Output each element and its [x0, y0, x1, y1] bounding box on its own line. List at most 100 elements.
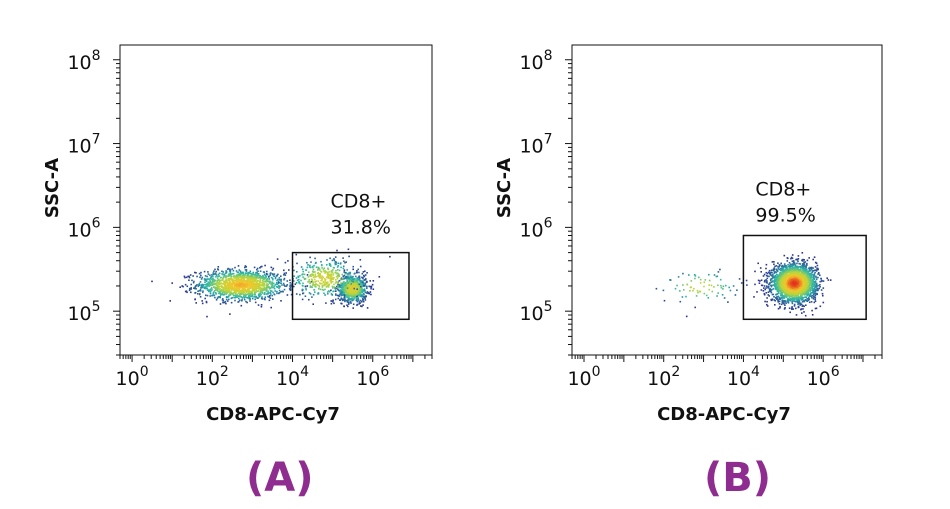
scatter-point: [365, 299, 367, 301]
scatter-point: [309, 292, 311, 294]
scatter-point: [283, 274, 285, 276]
scatter-point: [320, 271, 322, 273]
scatter-point: [803, 311, 805, 313]
scatter-point: [804, 274, 806, 276]
scatter-point: [253, 281, 255, 283]
scatter-point: [314, 275, 316, 277]
scatter-point: [332, 287, 334, 289]
scatter-point: [811, 267, 813, 269]
scatter-point: [210, 284, 212, 286]
scatter-point: [250, 279, 252, 281]
scatter-point: [354, 278, 356, 280]
scatter-point: [253, 283, 255, 285]
scatter-point: [363, 285, 365, 287]
scatter-point: [334, 272, 336, 274]
scatter-point: [330, 300, 332, 302]
scatter-point: [251, 293, 253, 295]
scatter-point: [340, 267, 342, 269]
scatter-point: [350, 282, 352, 284]
scatter-point: [785, 281, 787, 283]
scatter-point: [275, 284, 277, 286]
scatter-point: [266, 288, 268, 290]
scatter-point: [306, 262, 308, 264]
scatter-point: [389, 256, 391, 258]
scatter-point: [257, 268, 259, 270]
scatter-point: [345, 291, 347, 293]
scatter-point: [276, 282, 278, 284]
scatter-point: [815, 300, 817, 302]
scatter-point: [296, 263, 298, 265]
scatter-point: [315, 274, 317, 276]
scatter-point: [192, 275, 194, 277]
scatter-point: [310, 285, 312, 287]
scatter-point: [210, 276, 212, 278]
scatter-point: [312, 281, 314, 283]
scatter-point: [247, 277, 249, 279]
scatter-point: [817, 265, 819, 267]
scatter-point: [241, 272, 243, 274]
scatter-point: [305, 278, 307, 280]
scatter-point: [342, 292, 344, 294]
scatter-point: [279, 285, 281, 287]
scatter-point: [346, 296, 348, 298]
scatter-point: [796, 266, 798, 268]
scatter-point: [231, 289, 233, 291]
scatter-point: [813, 270, 815, 272]
scatter-point: [268, 276, 270, 278]
scatter-point: [815, 295, 817, 297]
scatter-point: [355, 276, 357, 278]
scatter-point: [264, 265, 266, 267]
scatter-point: [211, 288, 213, 290]
scatter-point: [239, 282, 241, 284]
scatter-point: [238, 293, 240, 295]
scatter-point: [772, 276, 774, 278]
scatter-point: [820, 278, 822, 280]
scatter-point: [373, 288, 375, 290]
scatter-point: [790, 273, 792, 275]
scatter-point: [199, 277, 201, 279]
scatter-point: [347, 279, 349, 281]
scatter-point: [776, 270, 778, 272]
scatter-point: [782, 301, 784, 303]
scatter-point: [230, 282, 232, 284]
scatter-point: [362, 282, 364, 284]
scatter-point: [311, 296, 313, 298]
scatter-point: [792, 282, 794, 284]
scatter-point: [344, 295, 346, 297]
scatter-point: [216, 283, 218, 285]
scatter-point: [202, 292, 204, 294]
scatter-point: [218, 296, 220, 298]
scatter-point: [270, 293, 272, 295]
scatter-point: [242, 276, 244, 278]
scatter-point: [258, 287, 260, 289]
scatter-point: [768, 276, 770, 278]
scatter-point: [347, 306, 349, 308]
scatter-point: [212, 279, 214, 281]
scatter-point: [255, 296, 257, 298]
scatter-point: [214, 280, 216, 282]
scatter-point: [271, 295, 273, 297]
scatter-point: [256, 275, 258, 277]
scatter-point: [297, 276, 299, 278]
scatter-point: [814, 273, 816, 275]
scatter-point: [796, 314, 798, 316]
scatter-point: [313, 277, 315, 279]
scatter-point: [238, 275, 240, 277]
scatter-point: [228, 275, 230, 277]
scatter-point: [805, 261, 807, 263]
scatter-point: [247, 289, 249, 291]
scatter-point: [369, 293, 371, 295]
scatter-point: [355, 290, 357, 292]
y-axis-label: SSC-A: [42, 158, 63, 218]
scatter-point: [229, 313, 231, 315]
scatter-point: [355, 284, 357, 286]
scatter-point: [792, 258, 794, 260]
scatter-point: [354, 296, 356, 298]
scatter-point: [784, 277, 786, 279]
scatter-point: [313, 294, 315, 296]
scatter-point: [243, 286, 245, 288]
scatter-point: [789, 262, 791, 264]
scatter-point: [810, 289, 812, 291]
scatter-point: [266, 284, 268, 286]
scatter-point: [337, 286, 339, 288]
